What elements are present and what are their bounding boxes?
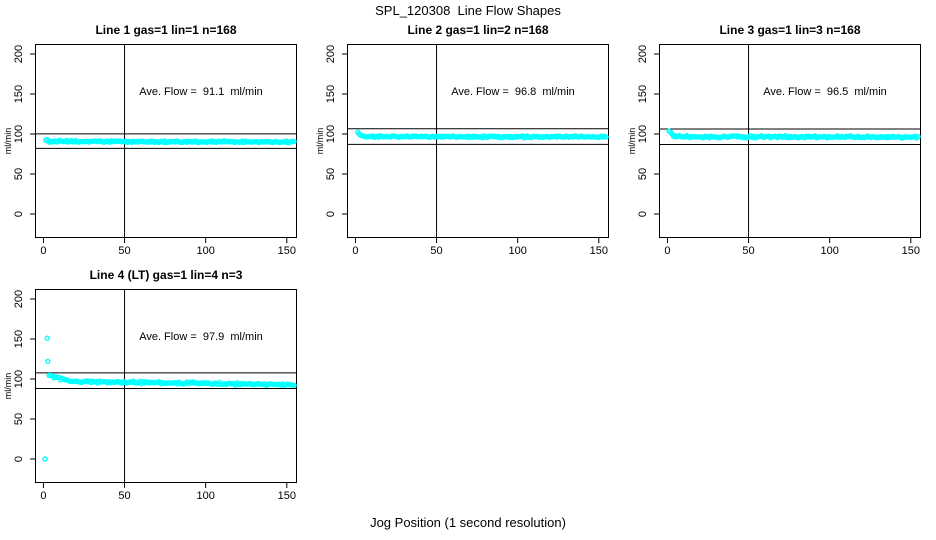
data-point	[45, 358, 51, 365]
data-point	[42, 456, 48, 462]
x-tick-label: 0	[352, 245, 359, 257]
plot-panel	[342, 44, 609, 243]
y-tick-label: 150	[13, 84, 25, 104]
figure-title: SPL_120308 Line Flow Shapes	[375, 3, 561, 18]
plot-panel	[30, 289, 297, 488]
subplot-line-2: Line 2 gas=1 lin=2 n=168 ml/min Ave. Flo…	[312, 0, 624, 270]
subplot-title: Line 4 (LT) gas=1 lin=4 n=3	[89, 268, 243, 282]
plot-panel	[30, 44, 297, 243]
plot-panel	[654, 44, 921, 243]
panel-border	[347, 44, 609, 238]
y-tick-label: 100	[637, 124, 649, 144]
y-tick-label: 50	[325, 167, 337, 181]
subplot-line-3: Line 3 gas=1 lin=3 n=168 ml/min Ave. Flo…	[624, 0, 936, 270]
y-tick-label: 150	[325, 84, 337, 104]
data-point	[291, 138, 297, 145]
y-tick-label: 200	[13, 289, 25, 309]
data-point	[915, 133, 921, 140]
x-tick-label: 150	[589, 245, 608, 257]
x-tick-label: 100	[196, 490, 215, 502]
x-axis-label: Jog Position (1 second resolution)	[370, 515, 566, 530]
y-tick-label: 0	[13, 455, 25, 463]
y-tick-label: 200	[13, 44, 25, 64]
x-tick-label: 0	[40, 245, 47, 257]
ave-flow-annotation: Ave. Flow = 96.8 ml/min	[451, 86, 575, 98]
subplot-title: Line 3 gas=1 lin=3 n=168	[719, 23, 861, 37]
y-tick-label: 0	[13, 210, 25, 218]
x-tick-label: 100	[820, 245, 839, 257]
subplot-line-1: Line 1 gas=1 lin=1 n=168 ml/min Ave. Flo…	[0, 0, 312, 270]
x-tick-label: 50	[742, 245, 755, 257]
x-tick-label: 0	[664, 245, 671, 257]
y-tick-label: 0	[637, 210, 649, 218]
y-tick-label: 50	[13, 412, 25, 426]
data-point	[44, 335, 50, 341]
x-tick-label: 50	[118, 490, 131, 502]
y-tick-label: 0	[325, 210, 337, 218]
x-tick-label: 100	[508, 245, 527, 257]
x-tick-label: 150	[277, 245, 296, 257]
y-tick-label: 100	[13, 124, 25, 144]
subplot-line-4: Line 4 (LT) gas=1 lin=4 n=3 ml/min Ave. …	[0, 245, 312, 515]
x-tick-label: 100	[196, 245, 215, 257]
y-tick-label: 100	[13, 369, 25, 389]
subplot-title: Line 1 gas=1 lin=1 n=168	[95, 23, 237, 37]
ave-flow-annotation: Ave. Flow = 97.9 ml/min	[139, 331, 263, 343]
x-tick-label: 0	[40, 490, 47, 502]
data-point	[603, 134, 609, 140]
y-tick-label: 200	[325, 44, 337, 64]
y-tick-label: 150	[13, 329, 25, 349]
subplot-title: Line 2 gas=1 lin=2 n=168	[407, 23, 549, 37]
panel-border	[659, 44, 921, 238]
y-tick-label: 50	[13, 167, 25, 181]
x-tick-label: 150	[277, 490, 296, 502]
ave-flow-annotation: Ave. Flow = 91.1 ml/min	[139, 86, 263, 98]
y-tick-label: 50	[637, 167, 649, 181]
x-tick-label: 150	[901, 245, 920, 257]
y-tick-label: 100	[325, 124, 337, 144]
data-point	[291, 382, 297, 388]
x-tick-label: 50	[118, 245, 131, 257]
y-tick-label: 150	[637, 84, 649, 104]
x-tick-label: 50	[430, 245, 443, 257]
y-tick-label: 200	[637, 44, 649, 64]
ave-flow-annotation: Ave. Flow = 96.5 ml/min	[763, 86, 887, 98]
